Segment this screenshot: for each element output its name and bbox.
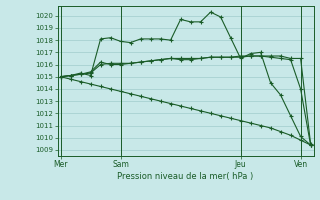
X-axis label: Pression niveau de la mer( hPa ): Pression niveau de la mer( hPa ) <box>117 172 254 181</box>
